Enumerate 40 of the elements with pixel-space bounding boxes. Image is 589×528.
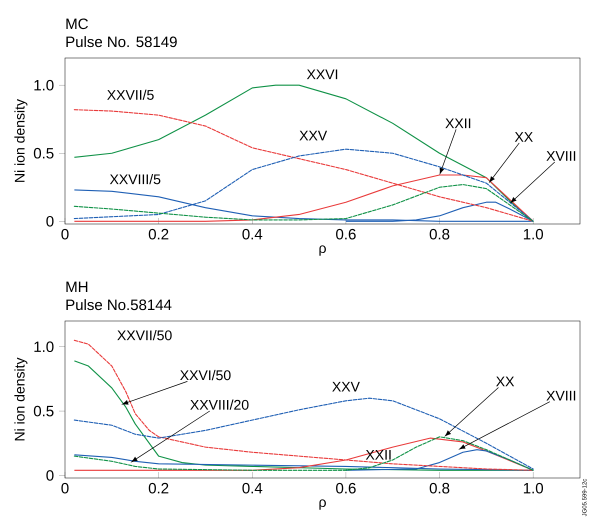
annotation: XXVIII/20 <box>190 400 249 410</box>
x-axis-title: ρ <box>319 245 326 256</box>
annotation: XXVIII/5 <box>110 174 160 184</box>
y-tick-label: 0.5 <box>34 406 54 416</box>
annotation: XXII <box>366 450 391 460</box>
y-axis-title: Ni ion density <box>14 99 28 182</box>
x-tick-label: 0.8 <box>430 482 450 494</box>
annotation: XXV <box>332 382 360 392</box>
y-tick-label: 0 <box>46 470 54 481</box>
x-tick-label: 0.4 <box>242 482 262 494</box>
x-tick-label: 0 <box>61 228 69 240</box>
annotation: XVIII <box>546 151 576 161</box>
x-tick-label: 0 <box>61 482 69 494</box>
chart-title: MC <box>66 18 88 30</box>
annotation: XXVI <box>306 70 338 80</box>
x-tick-label: 0.8 <box>430 228 450 240</box>
chart-subtitle: Pulse No. 58149 <box>66 36 177 48</box>
annotation: XXVI/50 <box>180 370 231 380</box>
x-tick-label: 0.2 <box>148 228 168 240</box>
chart-title: MH <box>66 282 88 292</box>
annotation: XXVII/5 <box>107 90 154 100</box>
x-tick-label: 0.2 <box>148 482 168 494</box>
y-axis-title: Ni ion density <box>14 358 28 440</box>
y-tick-label: 0.5 <box>34 148 54 159</box>
x-tick-label: 0.4 <box>242 228 262 240</box>
annotation: XXVII/50 <box>117 330 172 340</box>
annotation: XX <box>496 376 514 386</box>
x-tick-label: 1.0 <box>524 482 544 494</box>
y-tick-label: 1.0 <box>34 80 54 91</box>
y-tick-label: 1.0 <box>34 341 54 352</box>
annotation: XVIII <box>546 390 576 400</box>
chart-subtitle: Pulse No.58144 <box>66 299 172 310</box>
x-tick-label: 0.6 <box>336 228 356 240</box>
annotation: XXII <box>445 118 470 128</box>
annotation: XX <box>514 132 533 142</box>
y-tick-label: 0 <box>46 216 54 227</box>
x-axis-title: ρ <box>319 499 326 510</box>
x-tick-label: 0.6 <box>336 482 356 494</box>
annotation: XXV <box>299 130 328 140</box>
x-tick-label: 1.0 <box>524 228 544 240</box>
